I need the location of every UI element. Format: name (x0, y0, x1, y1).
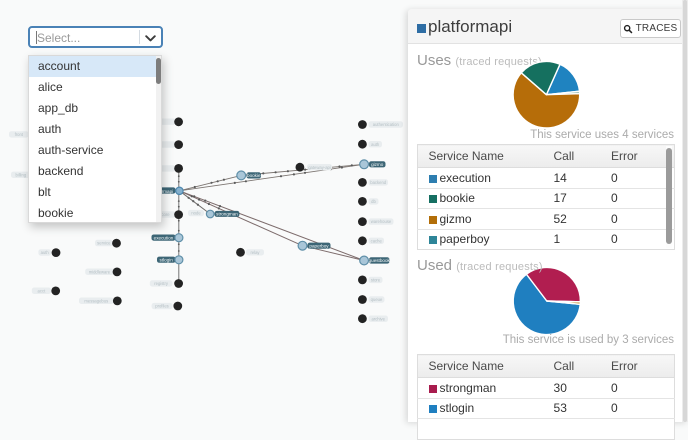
svg-text:billing: billing (15, 172, 26, 177)
svg-text:cache: cache (371, 238, 383, 243)
svg-text:backend: backend (370, 180, 387, 185)
svg-text:paperboy: paperboy (309, 243, 329, 248)
svg-text:guestbook: guestbook (369, 258, 391, 263)
svg-text:middleware: middleware (89, 269, 111, 274)
svg-text:strongman: strongman (216, 212, 238, 217)
svg-text:store: store (371, 278, 381, 283)
svg-text:warehouse: warehouse (371, 219, 392, 224)
svg-text:auth: auth (41, 250, 50, 255)
svg-text:authentication: authentication (373, 122, 400, 127)
svg-text:registry: registry (154, 281, 169, 286)
svg-text:platformapi: platformapi (150, 189, 173, 194)
svg-text:profiles: profiles (155, 304, 169, 309)
svg-text:queue: queue (371, 297, 383, 302)
svg-text:bookie: bookie (247, 173, 261, 178)
svg-text:service: service (97, 241, 111, 246)
svg-text:auth: auth (371, 142, 380, 147)
svg-text:archive: archive (371, 316, 385, 321)
svg-text:execution: execution (154, 235, 174, 240)
svg-text:db: db (371, 199, 376, 204)
svg-text:messagebus: messagebus (84, 298, 108, 303)
svg-text:gizmo: gizmo (371, 162, 384, 167)
svg-text:node: node (191, 211, 201, 216)
svg-text:acct: acct (38, 288, 47, 293)
svg-text:relay: relay (250, 250, 260, 255)
svg-text:stlogin: stlogin (160, 257, 174, 262)
svg-text:front: front (15, 132, 24, 137)
svg-text:gateway-api: gateway-api (308, 165, 331, 170)
svg-text:core: core (161, 212, 170, 217)
